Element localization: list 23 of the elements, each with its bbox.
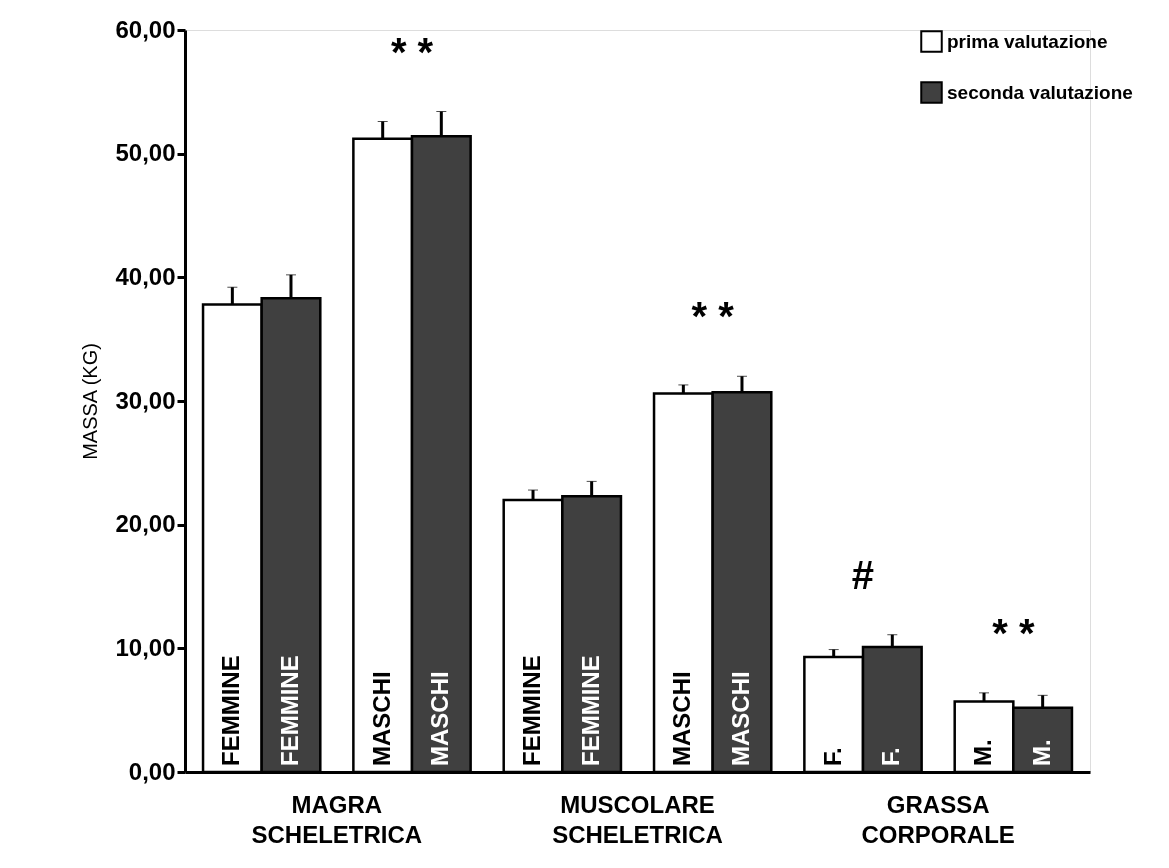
y-tick-label: 30,00: [115, 386, 176, 414]
y-tick-label: 20,00: [115, 510, 176, 538]
annotation: * *: [992, 610, 1035, 655]
x-tick-label: F.: [877, 747, 905, 766]
annotation: * *: [390, 29, 434, 74]
x-tick-label: MASCHI: [426, 671, 454, 766]
x-tick-label: MASCHI: [726, 671, 754, 766]
text: MAGRA SCHELETRICA: [251, 791, 423, 848]
annotation: * *: [691, 294, 735, 339]
x-tick-label: FEMMINE: [275, 655, 303, 766]
y-tick-label: 10,00: [115, 633, 176, 661]
y-tick-label: 0,00: [128, 757, 176, 785]
annotation: #: [851, 552, 875, 597]
y-axis-title: MASSA (KG): [79, 343, 102, 460]
y-tick-label: 50,00: [115, 139, 176, 167]
y-tick-label: 60,00: [115, 15, 176, 43]
text: GRASSA CORPORALE: [861, 791, 1015, 848]
x-tick-label: FEMMINE: [576, 655, 604, 766]
y-tick-label: 40,00: [115, 262, 176, 290]
legend-label: prima valutazione: [947, 30, 1108, 52]
legend-label: seconda valutazione: [947, 81, 1133, 103]
text: MUSCOLARE SCHELETRICA: [552, 791, 723, 848]
x-tick-label: M.: [1027, 739, 1055, 766]
